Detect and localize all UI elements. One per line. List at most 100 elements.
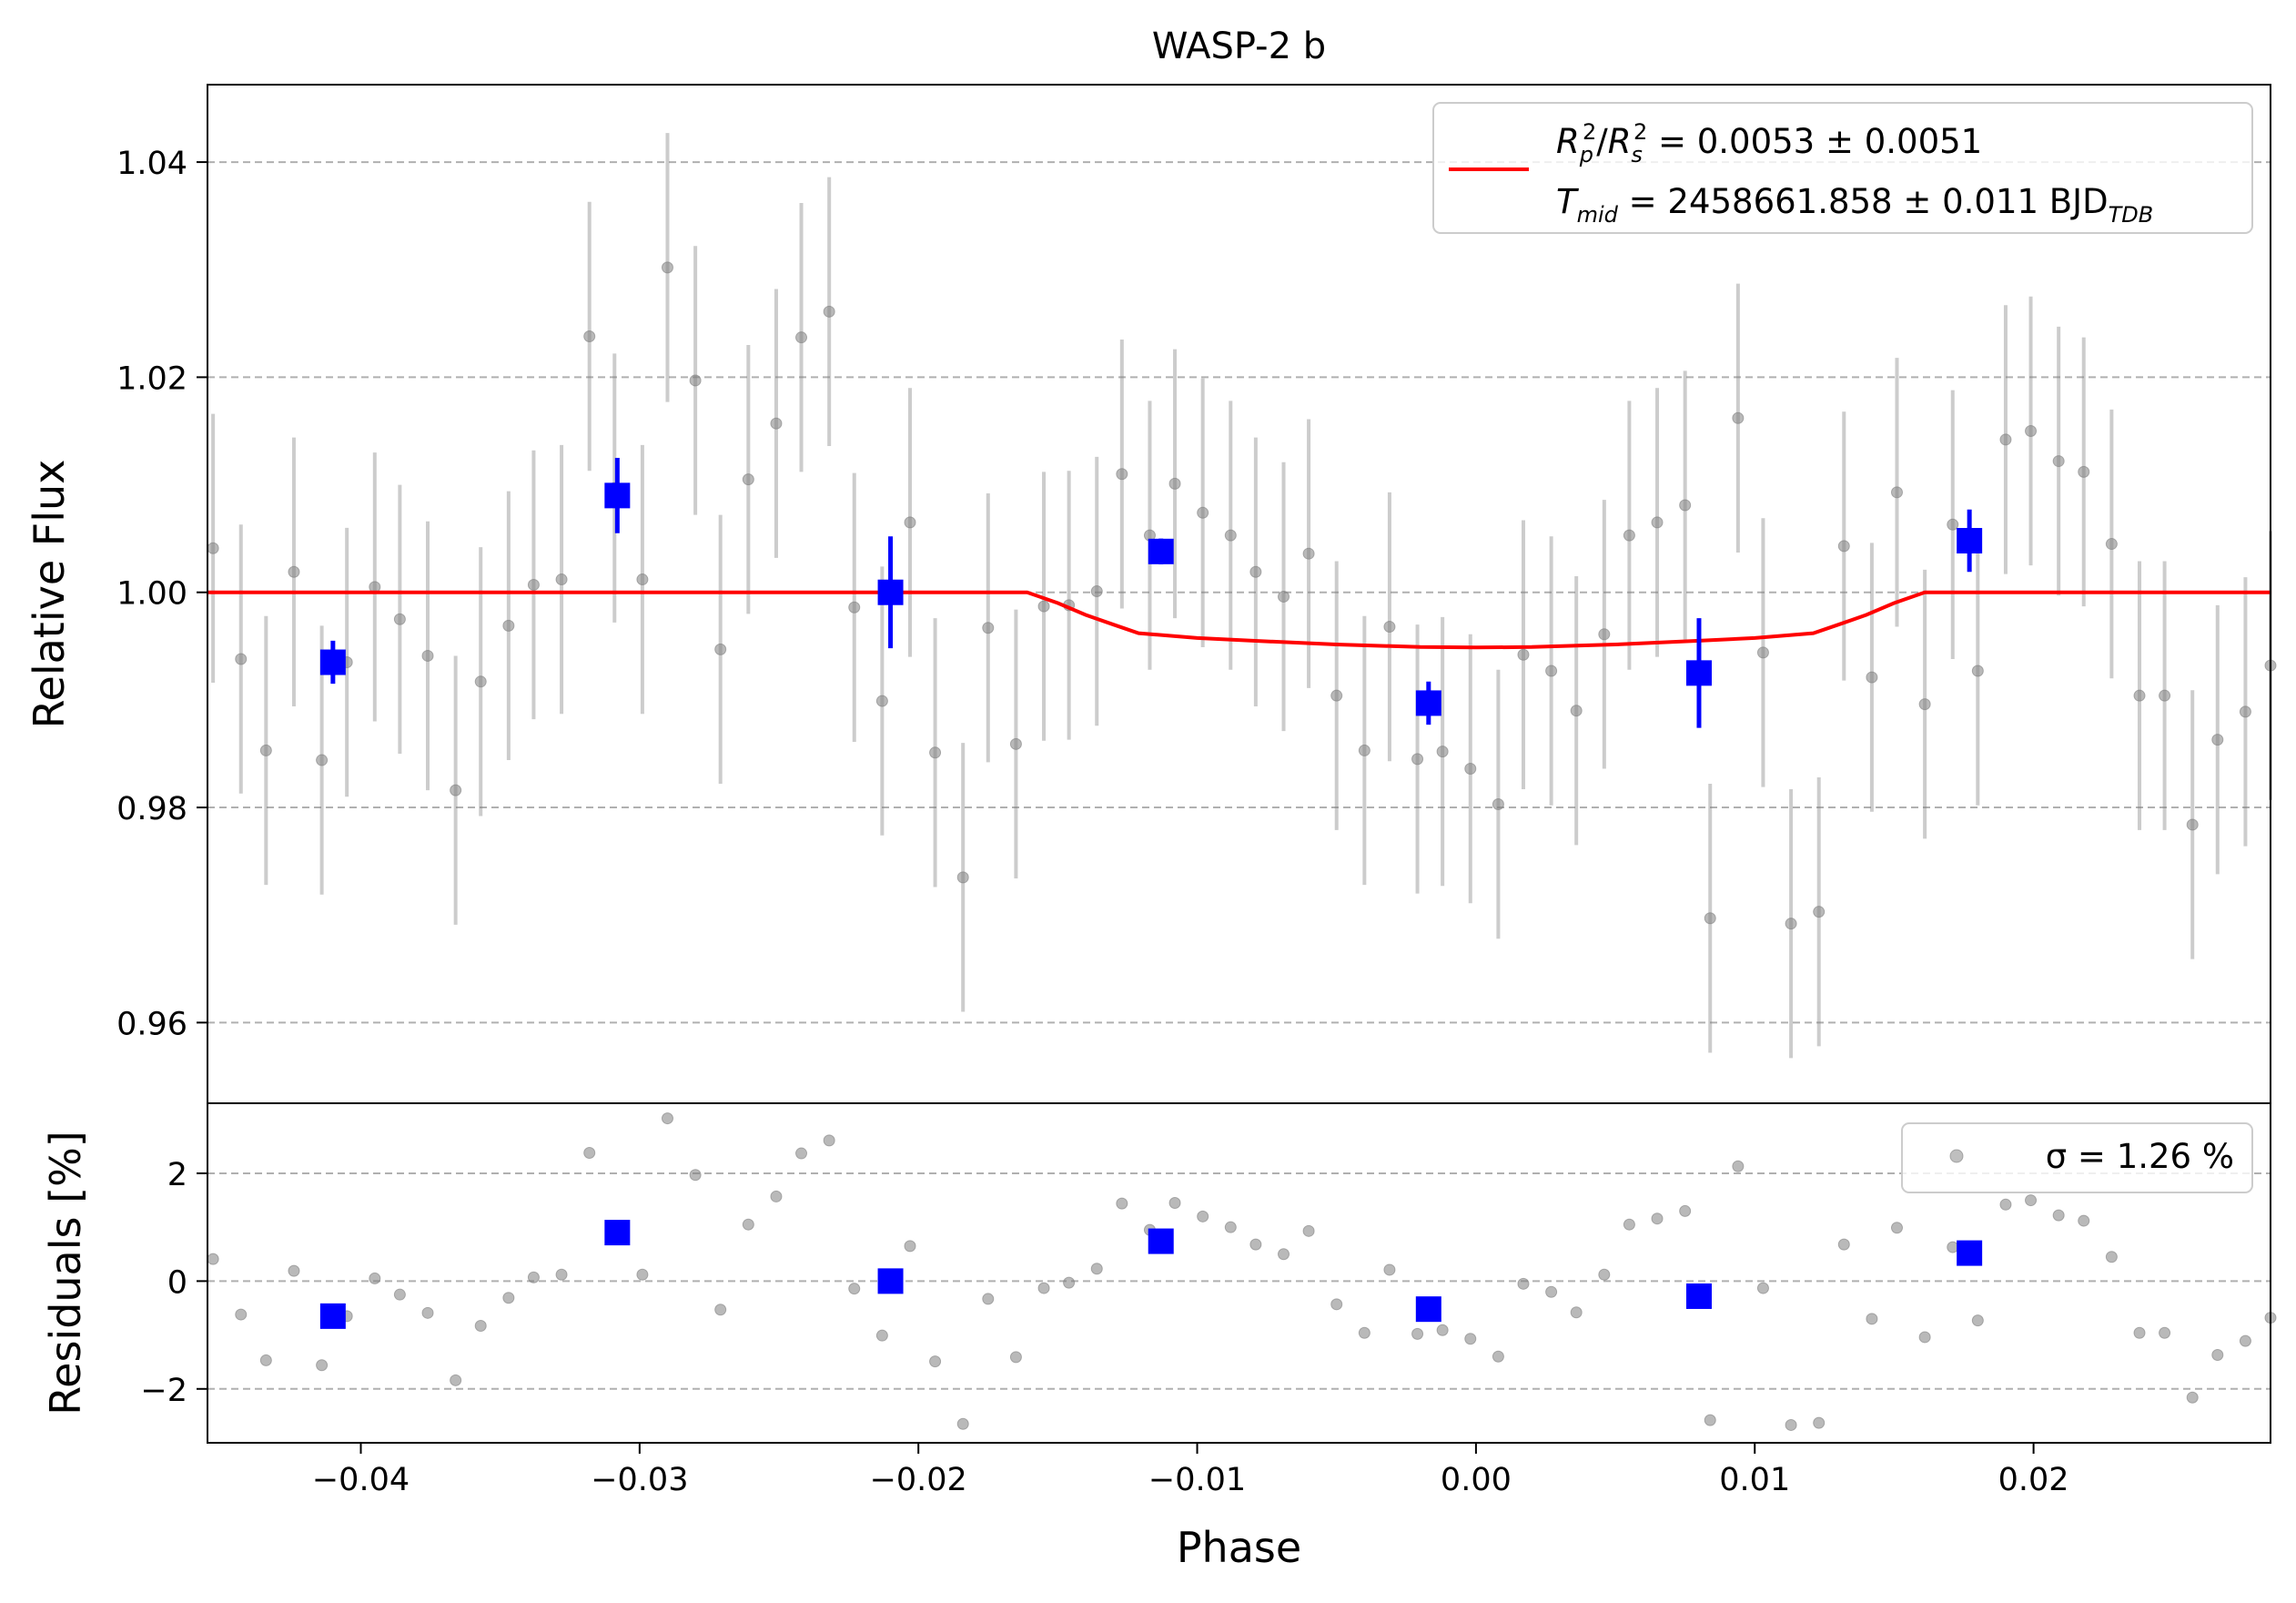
residuals-raw-point (848, 1283, 861, 1295)
flux-raw-point (1197, 506, 1209, 519)
flux-raw-point (288, 565, 300, 578)
phase-x-tick-label: 0.00 (1441, 1462, 1512, 1498)
residuals-raw-point (527, 1271, 540, 1283)
flux-raw-point (474, 675, 487, 688)
flux-raw-point (956, 871, 969, 884)
residuals-raw-point (1464, 1333, 1477, 1345)
flux-legend-box (1432, 102, 2253, 234)
residuals-raw-point (1651, 1212, 1664, 1225)
flux-raw-point (1358, 744, 1371, 756)
residuals-raw-point (259, 1354, 272, 1366)
residuals-raw-point (502, 1292, 515, 1304)
residuals-raw-point (1570, 1306, 1583, 1319)
flux-raw-point (689, 374, 702, 387)
residuals-raw-point (1517, 1277, 1530, 1290)
flux-raw-point (661, 261, 673, 274)
flux-raw-point (1813, 906, 1826, 918)
flux-raw-point (636, 573, 649, 586)
legend-depth-label: Rp2/Rs2 = 0.0053 ± 0.0051 (1556, 119, 1982, 167)
residuals-raw-point (689, 1169, 702, 1182)
flux-raw-point (1330, 689, 1343, 702)
flux-y-axis-label: Relative Flux (25, 460, 74, 729)
residuals-binned-points (319, 1220, 1983, 1329)
flux-y-tick-label: 1.02 (116, 360, 187, 397)
flux-y-tick-label: 1.04 (116, 146, 187, 182)
flux-raw-point (714, 643, 727, 655)
flux-legend: Rp2/Rs2 = 0.0053 ± 0.0051 Tmid = 2458661… (1432, 102, 2253, 234)
residuals-grid (207, 1172, 2271, 1390)
residuals-raw-points (207, 1112, 2277, 1431)
residuals-raw-point (316, 1359, 329, 1372)
flux-raw-point (2186, 818, 2199, 831)
flux-raw-point (2105, 538, 2118, 551)
residuals-raw-point (583, 1146, 596, 1159)
flux-raw-point (2025, 424, 2038, 437)
residuals-raw-point (823, 1134, 835, 1147)
residuals-raw-point (1358, 1326, 1371, 1339)
residuals-raw-point (742, 1218, 754, 1231)
phase-x-tick-label: −0.01 (1148, 1462, 1246, 1498)
residuals-raw-point (1116, 1197, 1128, 1210)
flux-raw-point (1545, 665, 1558, 677)
flux-raw-point (770, 417, 783, 430)
flux-raw-point (1492, 798, 1504, 811)
phase-x-tick-label: 0.02 (1998, 1462, 2069, 1498)
flux-raw-point (1623, 529, 1635, 542)
residuals-raw-point (2105, 1251, 2118, 1263)
residuals-raw-point (555, 1268, 568, 1281)
residuals-raw-point (1756, 1282, 1769, 1294)
flux-binned-point (1148, 538, 1174, 564)
residuals-panel: −2 0 2 −0.04 −0.03 −0.02 −0.01 0.00 0.01 0.02 Re… (41, 1102, 2277, 1572)
transit-model (207, 590, 2271, 650)
residuals-raw-point (1278, 1248, 1290, 1261)
residuals-raw-point (1197, 1210, 1209, 1223)
residuals-raw-point (474, 1320, 487, 1333)
residuals-raw-point (1090, 1263, 1103, 1275)
flux-y-tick-label: 1.00 (116, 576, 187, 613)
flux-raw-point (2211, 734, 2224, 746)
residuals-raw-point (1383, 1263, 1396, 1276)
flux-raw-point (848, 601, 861, 614)
flux-raw-point (1224, 529, 1237, 542)
flux-raw-point (1436, 746, 1449, 758)
flux-raw-point (823, 305, 835, 318)
residuals-raw-point (1813, 1416, 1826, 1429)
flux-raw-point (742, 473, 754, 486)
flux-raw-point (1598, 628, 1611, 641)
flux-raw-point (1090, 585, 1103, 598)
residuals-raw-point (2078, 1214, 2090, 1227)
chart-title: WASP-2 b (1152, 25, 1326, 67)
residuals-binned-point (1148, 1228, 1174, 1254)
legend-raw-marker (1949, 1149, 1964, 1163)
flux-binned-point (604, 482, 631, 509)
residuals-raw-point (1436, 1324, 1449, 1336)
flux-raw-point (1947, 518, 1959, 531)
flux-raw-point (555, 573, 568, 586)
flux-raw-point (2239, 705, 2251, 718)
flux-binned-points (319, 458, 1983, 728)
residuals-raw-point (2239, 1334, 2251, 1347)
legend-tmid-label: Tmid = 2458661.858 ± 0.011 BJDTDB (1556, 182, 2153, 228)
residuals-binned-point (319, 1303, 346, 1329)
flux-raw-point (1756, 646, 1769, 659)
phase-x-tick-label: −0.04 (312, 1462, 410, 1498)
residuals-legend: σ = 1.26 % (1901, 1122, 2253, 1193)
flux-y-tick-label: 0.98 (116, 791, 187, 827)
flux-raw-point (207, 542, 219, 554)
residuals-legend-box (1901, 1122, 2253, 1193)
residuals-raw-point (1168, 1197, 1181, 1210)
residuals-raw-point (207, 1253, 219, 1265)
residuals-raw-point (2025, 1194, 2038, 1207)
flux-raw-point (929, 746, 942, 759)
residuals-raw-point (2211, 1348, 2224, 1361)
flux-raw-point (1383, 621, 1396, 634)
residuals-raw-point (770, 1190, 783, 1202)
flux-raw-point (1411, 753, 1424, 766)
flux-raw-point (259, 744, 272, 756)
flux-y-ticks: 0.96 0.98 1.00 1.02 1.04 (116, 146, 207, 1042)
residuals-raw-point (450, 1374, 462, 1386)
residuals-y-ticks: −2 0 2 (140, 1157, 207, 1409)
residuals-raw-point (1302, 1224, 1315, 1237)
flux-raw-point (1837, 540, 1850, 553)
flux-raw-point (1679, 499, 1692, 512)
